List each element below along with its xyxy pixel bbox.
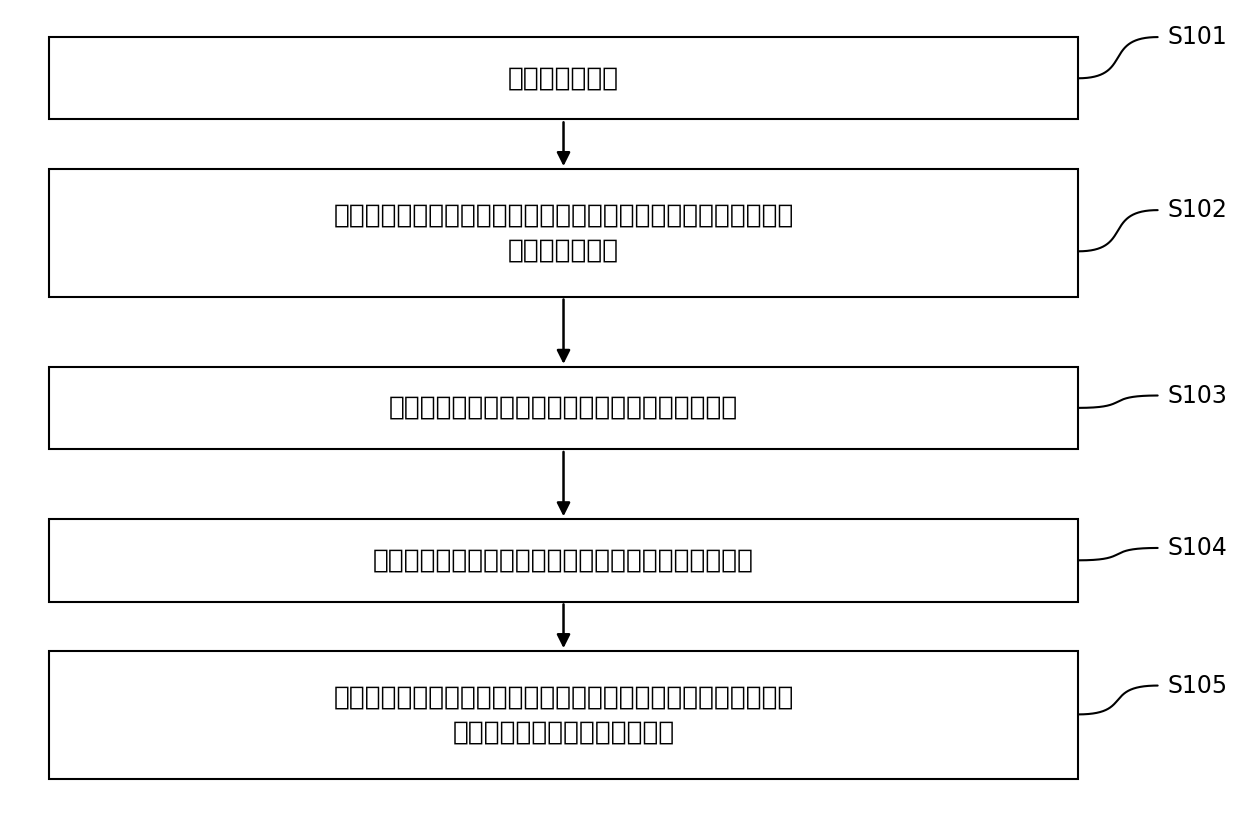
Text: 化之间的关系式: 化之间的关系式 [508, 237, 619, 263]
FancyBboxPatch shape [50, 169, 1078, 297]
Text: S104: S104 [1168, 536, 1228, 560]
Text: S101: S101 [1168, 25, 1228, 49]
Text: S102: S102 [1168, 198, 1228, 222]
FancyBboxPatch shape [50, 367, 1078, 449]
Text: 根据机组典型工况的预设数据得到磨煤机温度提升使空预器出口排: 根据机组典型工况的预设数据得到磨煤机温度提升使空预器出口排 [334, 685, 794, 710]
FancyBboxPatch shape [50, 519, 1078, 602]
Text: 烟温度下降数値，得到节能评价: 烟温度下降数値，得到节能评价 [453, 719, 675, 745]
Text: 根据热平衡方正得到磨煤机的入口风温变化与磨煤机的出口风温变: 根据热平衡方正得到磨煤机的入口风温变化与磨煤机的出口风温变 [334, 203, 794, 228]
FancyBboxPatch shape [50, 651, 1078, 779]
FancyBboxPatch shape [50, 37, 1078, 119]
Text: 获取磨煤机的出口温度提升引起热一次风增加比例: 获取磨煤机的出口温度提升引起热一次风增加比例 [389, 395, 738, 421]
Text: 获取热平衡方程: 获取热平衡方程 [508, 65, 619, 91]
Text: S103: S103 [1168, 383, 1228, 408]
Text: 获取机组任意运行工况下热一次风量占总一次风量比例: 获取机组任意运行工况下热一次风量占总一次风量比例 [373, 547, 754, 574]
Text: S105: S105 [1168, 673, 1228, 698]
